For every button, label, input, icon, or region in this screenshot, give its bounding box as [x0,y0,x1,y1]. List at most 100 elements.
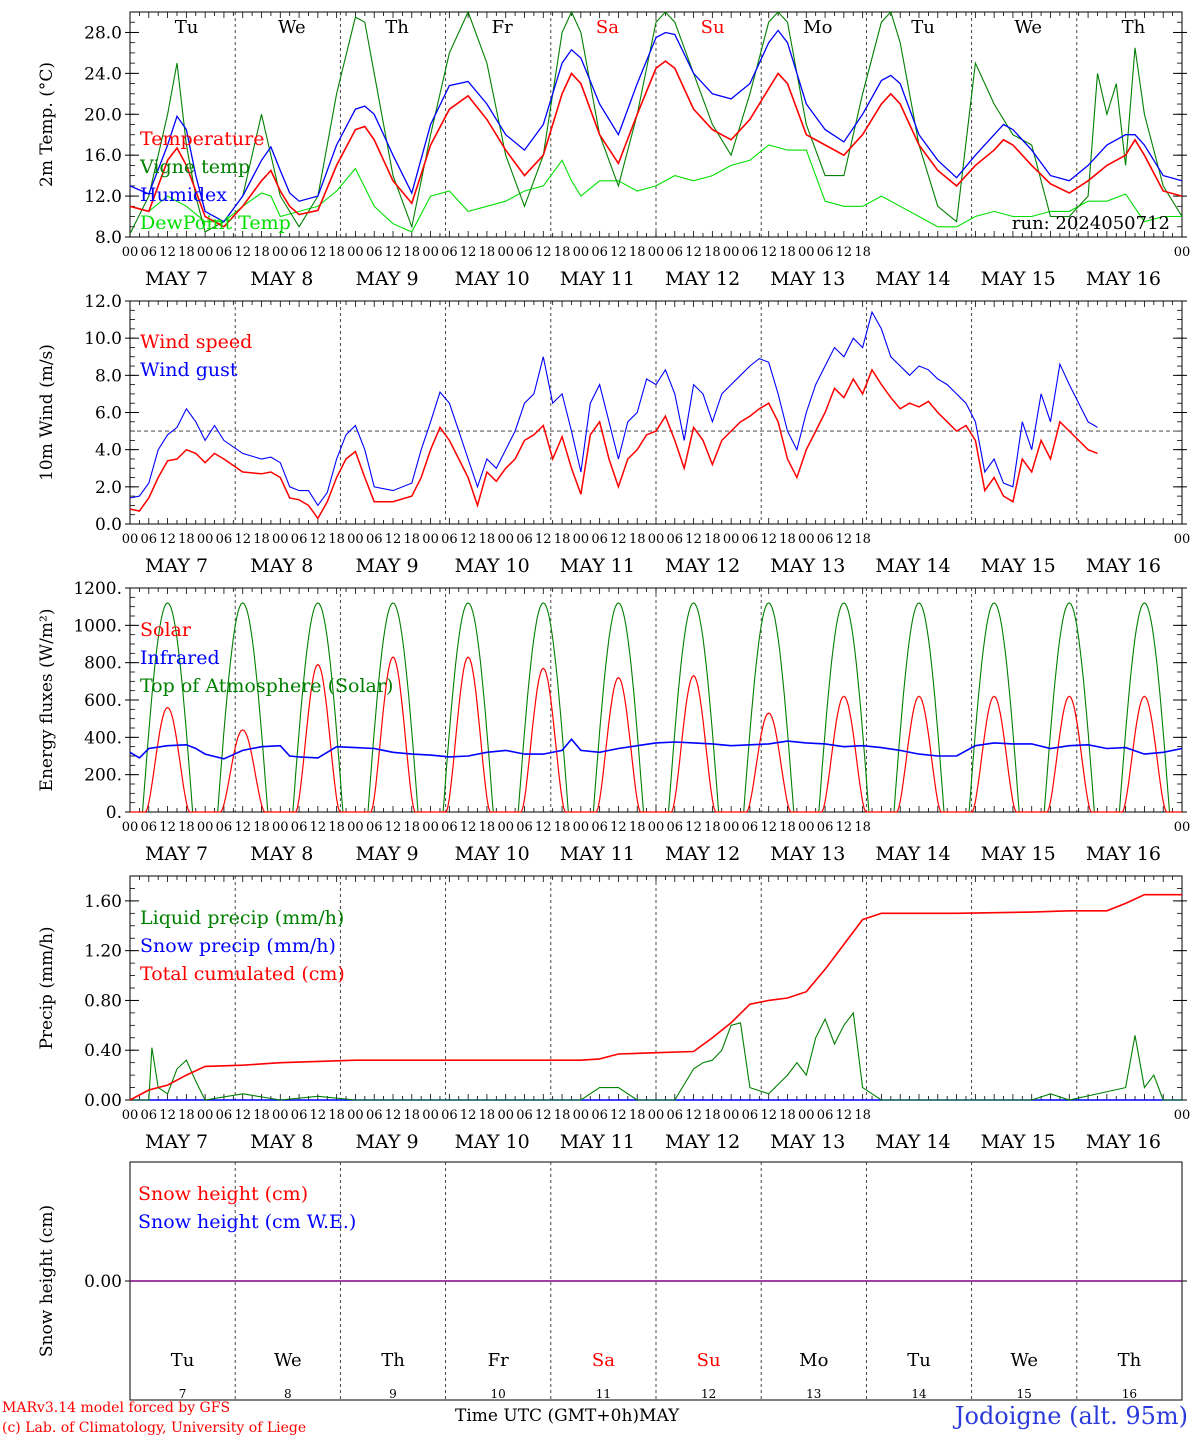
x-hour-label: 18 [253,1108,270,1123]
y-tick-label: 0.40 [84,1041,122,1061]
x-hour-label: 00 [422,820,439,835]
x-hour-label: 18 [704,820,721,835]
x-hour-label: 12 [836,245,853,260]
x-hour-label: 18 [178,245,195,260]
legend-entry: Vigne temp [139,156,250,178]
y-tick-label: 0.80 [84,991,122,1011]
x-hour-label: 12 [385,245,402,260]
x-hour-label: 06 [516,532,533,547]
x-hour-label: 00 [272,820,289,835]
y-tick-label: 600. [84,691,122,711]
x-hour-label: 00 [122,532,139,547]
x-date-label: MAY 16 [1086,555,1161,577]
weekday-label: Fr [488,1350,509,1371]
weekday-label: We [1014,17,1042,38]
x-hour-label: 00 [497,1108,514,1123]
x-hour-label: 00 [497,820,514,835]
legend-entry: Liquid precip (mm/h) [140,907,344,929]
x-hour-label: 18 [854,532,871,547]
x-date-label: MAY 10 [455,555,530,577]
y-tick-label: 10.0 [84,329,122,349]
x-hour-label: 12 [310,245,327,260]
weekday-label: We [1010,1350,1038,1371]
x-date-label: MAY 16 [1086,1131,1161,1153]
x-hour-label: 00 [723,1108,740,1123]
legend-entry: Top of Atmosphere (Solar) [140,675,393,697]
x-hour-label: 18 [328,1108,345,1123]
x-hour-label: 12 [460,245,477,260]
legend-entry: Temperature [140,128,264,150]
x-hour-label: 18 [779,532,796,547]
x-hour-label: 06 [141,820,158,835]
x-date-label: MAY 15 [981,268,1056,290]
x-hour-label: 06 [366,245,383,260]
x-hour-label: 06 [141,245,158,260]
x-hour-label: 18 [253,532,270,547]
weekday-label: Th [1122,17,1146,38]
panel-frame-wind [129,300,1183,525]
x-date-label: MAY 8 [250,1131,313,1153]
x-hour-label: 06 [817,532,834,547]
model-credit: MARv3.14 model forced by GFS [2,1400,231,1416]
legend-entry: Snow height (cm) [138,1183,308,1205]
weekday-label: We [278,17,306,38]
x-date-label: MAY 7 [145,268,208,290]
weekday-label: Sa [596,17,619,38]
x-hour-label: 12 [685,820,702,835]
x-hour-label: 00 [1174,1108,1191,1123]
x-hour-label: 12 [685,532,702,547]
legend-entry: Solar [140,619,192,641]
x-hour-label: 12 [159,532,176,547]
y-tick-label: 20.0 [84,105,122,125]
day-number-label: 12 [701,1387,716,1401]
x-hour-label: 00 [422,245,439,260]
weekday-label: Tu [911,17,935,38]
x-hour-label: 18 [554,820,571,835]
x-hour-label: 18 [854,245,871,260]
x-hour-label: 18 [404,820,421,835]
x-hour-label: 00 [122,245,139,260]
x-hour-label: 00 [422,532,439,547]
x-hour-label: 12 [310,1108,327,1123]
x-hour-label: 12 [760,1108,777,1123]
x-date-label: MAY 9 [355,555,418,577]
x-hour-label: 18 [404,245,421,260]
y-tick-label: 4.0 [95,441,122,461]
x-hour-label: 18 [479,532,496,547]
series-temperature-line [129,60,1183,228]
weekday-label: Tu [171,1350,195,1371]
legend-entry: Wind speed [140,331,252,353]
x-hour-label: 00 [272,1108,289,1123]
y-tick-label: 1.60 [84,892,122,912]
series-humidex-line [129,29,1183,223]
x-date-label: MAY 8 [250,843,313,865]
x-date-label: MAY 13 [770,268,845,290]
x-hour-label: 06 [291,1108,308,1123]
y-axis-label: 10m Wind (m/s) [37,344,57,481]
x-hour-label: 00 [347,245,364,260]
x-hour-label: 06 [141,1108,158,1123]
x-hour-label: 18 [779,1108,796,1123]
x-date-label: MAY 13 [770,843,845,865]
x-hour-label: 06 [817,820,834,835]
x-hour-label: 18 [404,532,421,547]
x-hour-label: 00 [1174,820,1191,835]
x-date-label: MAY 11 [560,268,635,290]
x-hour-label: 18 [328,820,345,835]
day-number-label: 13 [806,1387,821,1401]
x-hour-label: 00 [798,820,815,835]
x-hour-label: 12 [310,532,327,547]
x-hour-label: 06 [366,1108,383,1123]
x-hour-label: 06 [141,532,158,547]
lab-credit: (c) Lab. of Climatology, University of L… [2,1420,307,1436]
x-hour-label: 18 [328,245,345,260]
x-hour-label: 12 [385,1108,402,1123]
x-hour-label: 00 [798,1108,815,1123]
legend-entry: Snow precip (mm/h) [140,935,336,957]
x-hour-label: 00 [648,820,665,835]
x-hour-label: 18 [253,820,270,835]
x-hour-label: 06 [667,245,684,260]
y-tick-label: 28.0 [84,23,122,43]
y-tick-label: 0.00 [84,1091,122,1111]
